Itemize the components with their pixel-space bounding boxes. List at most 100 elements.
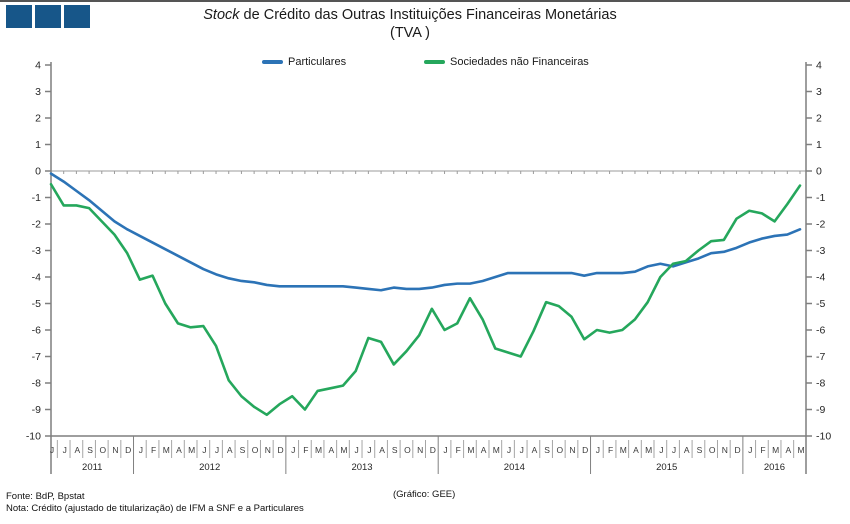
month-label: J xyxy=(520,445,524,455)
legend-item-snf: Sociedades não Financeiras xyxy=(424,56,589,68)
month-label: M xyxy=(772,445,779,455)
month-label: J xyxy=(672,445,676,455)
chart-title-rest: de Crédito das Outras Instituições Finan… xyxy=(239,7,617,23)
month-label: A xyxy=(75,445,81,455)
chart-title-italic: Stock xyxy=(203,7,240,23)
month-label: A xyxy=(227,445,233,455)
month-label: F xyxy=(760,445,765,455)
y-axis-label-left: -9 xyxy=(32,404,41,416)
y-axis-label-left: -5 xyxy=(32,298,41,310)
month-label: J xyxy=(659,445,663,455)
month-label: M xyxy=(620,445,627,455)
month-label: J xyxy=(596,445,600,455)
y-axis-label-left: 0 xyxy=(35,166,41,178)
month-label: A xyxy=(785,445,791,455)
y-axis-label-left: -6 xyxy=(32,325,41,337)
month-label: M xyxy=(188,445,195,455)
legend-label-snf: Sociedades não Financeiras xyxy=(450,56,589,68)
month-label: N xyxy=(417,445,423,455)
y-axis-label-right: -7 xyxy=(816,351,825,363)
y-axis-label-left: 4 xyxy=(35,60,41,72)
month-label: S xyxy=(544,445,550,455)
y-axis-label-right: 1 xyxy=(816,139,822,151)
month-label: J xyxy=(202,445,206,455)
footer-credit: (Gráfico: GEE) xyxy=(393,489,456,500)
y-axis-label-right: -1 xyxy=(816,192,825,204)
month-label: J xyxy=(748,445,752,455)
month-label: D xyxy=(734,445,740,455)
month-label: S xyxy=(392,445,398,455)
page-title: Stock de Crédito das Outras Instituições… xyxy=(0,6,820,42)
month-label: A xyxy=(684,445,690,455)
month-label: J xyxy=(367,445,371,455)
y-axis-label-right: 2 xyxy=(816,113,822,125)
y-axis-label-left: -4 xyxy=(32,272,41,284)
month-label: A xyxy=(328,445,334,455)
y-axis-label-left: -10 xyxy=(26,431,41,443)
footer-source: Fonte: BdP, Bpstat xyxy=(6,491,85,502)
month-label: M xyxy=(315,445,322,455)
legend-label-particulares: Particulares xyxy=(288,56,347,68)
y-axis-label-left: -3 xyxy=(32,245,41,257)
month-label: N xyxy=(569,445,575,455)
month-label: A xyxy=(379,445,385,455)
month-label: F xyxy=(608,445,613,455)
legend-swatch-snf-icon xyxy=(424,60,445,64)
month-label: F xyxy=(303,445,308,455)
month-label: F xyxy=(456,445,461,455)
y-axis-label-left: -8 xyxy=(32,378,41,390)
month-label: D xyxy=(430,445,436,455)
month-label: J xyxy=(139,445,143,455)
year-label: 2011 xyxy=(82,462,102,473)
logo-squares xyxy=(6,5,90,28)
year-label: 2014 xyxy=(504,462,525,473)
y-axis-label-left: -1 xyxy=(32,192,41,204)
month-label: A xyxy=(481,445,487,455)
month-label: J xyxy=(50,445,54,455)
month-label: O xyxy=(404,445,411,455)
y-axis-label-right: -10 xyxy=(816,431,831,443)
month-label: M xyxy=(340,445,347,455)
month-label: N xyxy=(722,445,728,455)
y-axis-label-right: -6 xyxy=(816,325,825,337)
logo-square-3 xyxy=(64,5,90,28)
y-axis-label-left: -2 xyxy=(32,219,41,231)
month-label: J xyxy=(63,445,67,455)
month-label: S xyxy=(240,445,246,455)
month-label: D xyxy=(582,445,588,455)
month-label: J xyxy=(215,445,219,455)
month-label: J xyxy=(291,445,295,455)
y-axis-label-right: 3 xyxy=(816,86,822,98)
month-label: J xyxy=(443,445,447,455)
month-label: D xyxy=(125,445,131,455)
y-axis-label-right: -3 xyxy=(816,245,825,257)
y-axis-label-right: -9 xyxy=(816,404,825,416)
y-axis-label-right: 0 xyxy=(816,166,822,178)
y-axis-label-right: -5 xyxy=(816,298,825,310)
y-axis-label-left: 2 xyxy=(35,113,41,125)
window-top-border xyxy=(0,0,850,2)
y-axis-label-right: 4 xyxy=(816,60,822,72)
footer-note: Nota: Crédito (ajustado de titularização… xyxy=(6,503,304,514)
month-label: M xyxy=(467,445,474,455)
chart-subtitle: (TVA ) xyxy=(389,25,430,41)
month-label: J xyxy=(507,445,511,455)
month-label: N xyxy=(112,445,118,455)
month-label: D xyxy=(277,445,283,455)
month-label: S xyxy=(697,445,703,455)
month-label: M xyxy=(797,445,804,455)
month-label: O xyxy=(709,445,716,455)
year-label: 2016 xyxy=(764,462,785,473)
year-label: 2013 xyxy=(351,462,372,473)
month-label: A xyxy=(532,445,538,455)
y-axis-label-left: 3 xyxy=(35,86,41,98)
logo-square-1 xyxy=(6,5,32,28)
series-line-particulares xyxy=(49,172,802,292)
month-label: O xyxy=(252,445,259,455)
y-axis-label-left: -7 xyxy=(32,351,41,363)
month-label: F xyxy=(151,445,156,455)
series-line-sociedades-nao-financeiras xyxy=(49,182,802,417)
y-axis-label-right: -8 xyxy=(816,378,825,390)
chart-title-line: Stock de Crédito das Outras Instituições… xyxy=(0,6,820,24)
